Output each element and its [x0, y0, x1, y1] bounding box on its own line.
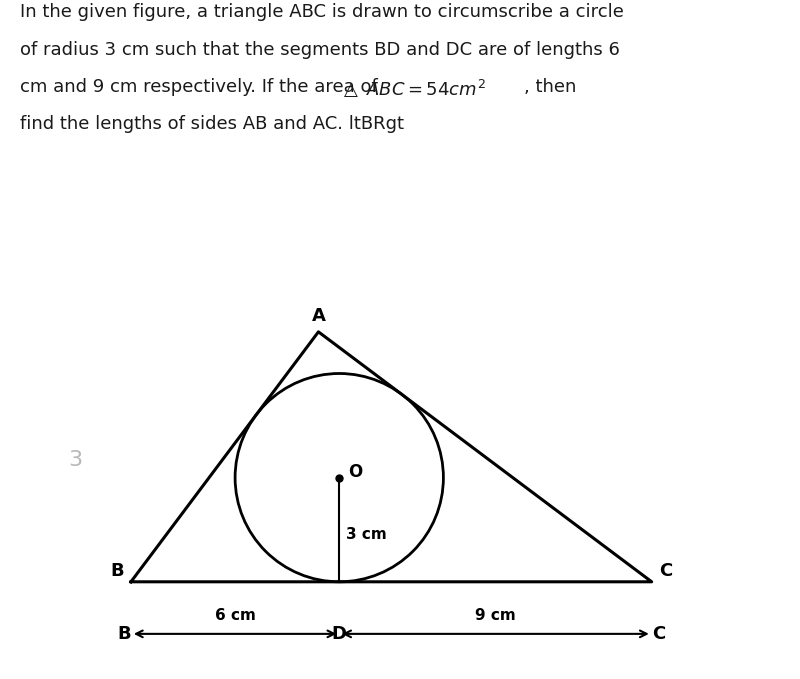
Text: $\triangle$ $ABC = 54cm^2$: $\triangle$ $ABC = 54cm^2$ [340, 78, 486, 100]
Text: find the lengths of sides AB and AC. ltBRgt: find the lengths of sides AB and AC. ltB… [20, 115, 404, 134]
Text: C: C [658, 562, 672, 580]
Text: C: C [652, 625, 665, 643]
Text: 3 cm: 3 cm [346, 528, 387, 543]
Text: D: D [332, 625, 346, 643]
Text: , then: , then [524, 78, 576, 96]
Text: A: A [311, 307, 326, 325]
Text: B: B [118, 625, 131, 643]
Text: cm and 9 cm respectively. If the area of: cm and 9 cm respectively. If the area of [20, 78, 378, 96]
Text: of radius 3 cm such that the segments BD and DC are of lengths 6: of radius 3 cm such that the segments BD… [20, 41, 620, 59]
Text: 3: 3 [69, 450, 82, 471]
Text: B: B [110, 562, 124, 580]
Text: O: O [348, 464, 362, 481]
Text: 6 cm: 6 cm [214, 608, 255, 623]
Text: In the given figure, a triangle ABC is drawn to circumscribe a circle: In the given figure, a triangle ABC is d… [20, 3, 624, 22]
Text: 9 cm: 9 cm [475, 608, 516, 623]
